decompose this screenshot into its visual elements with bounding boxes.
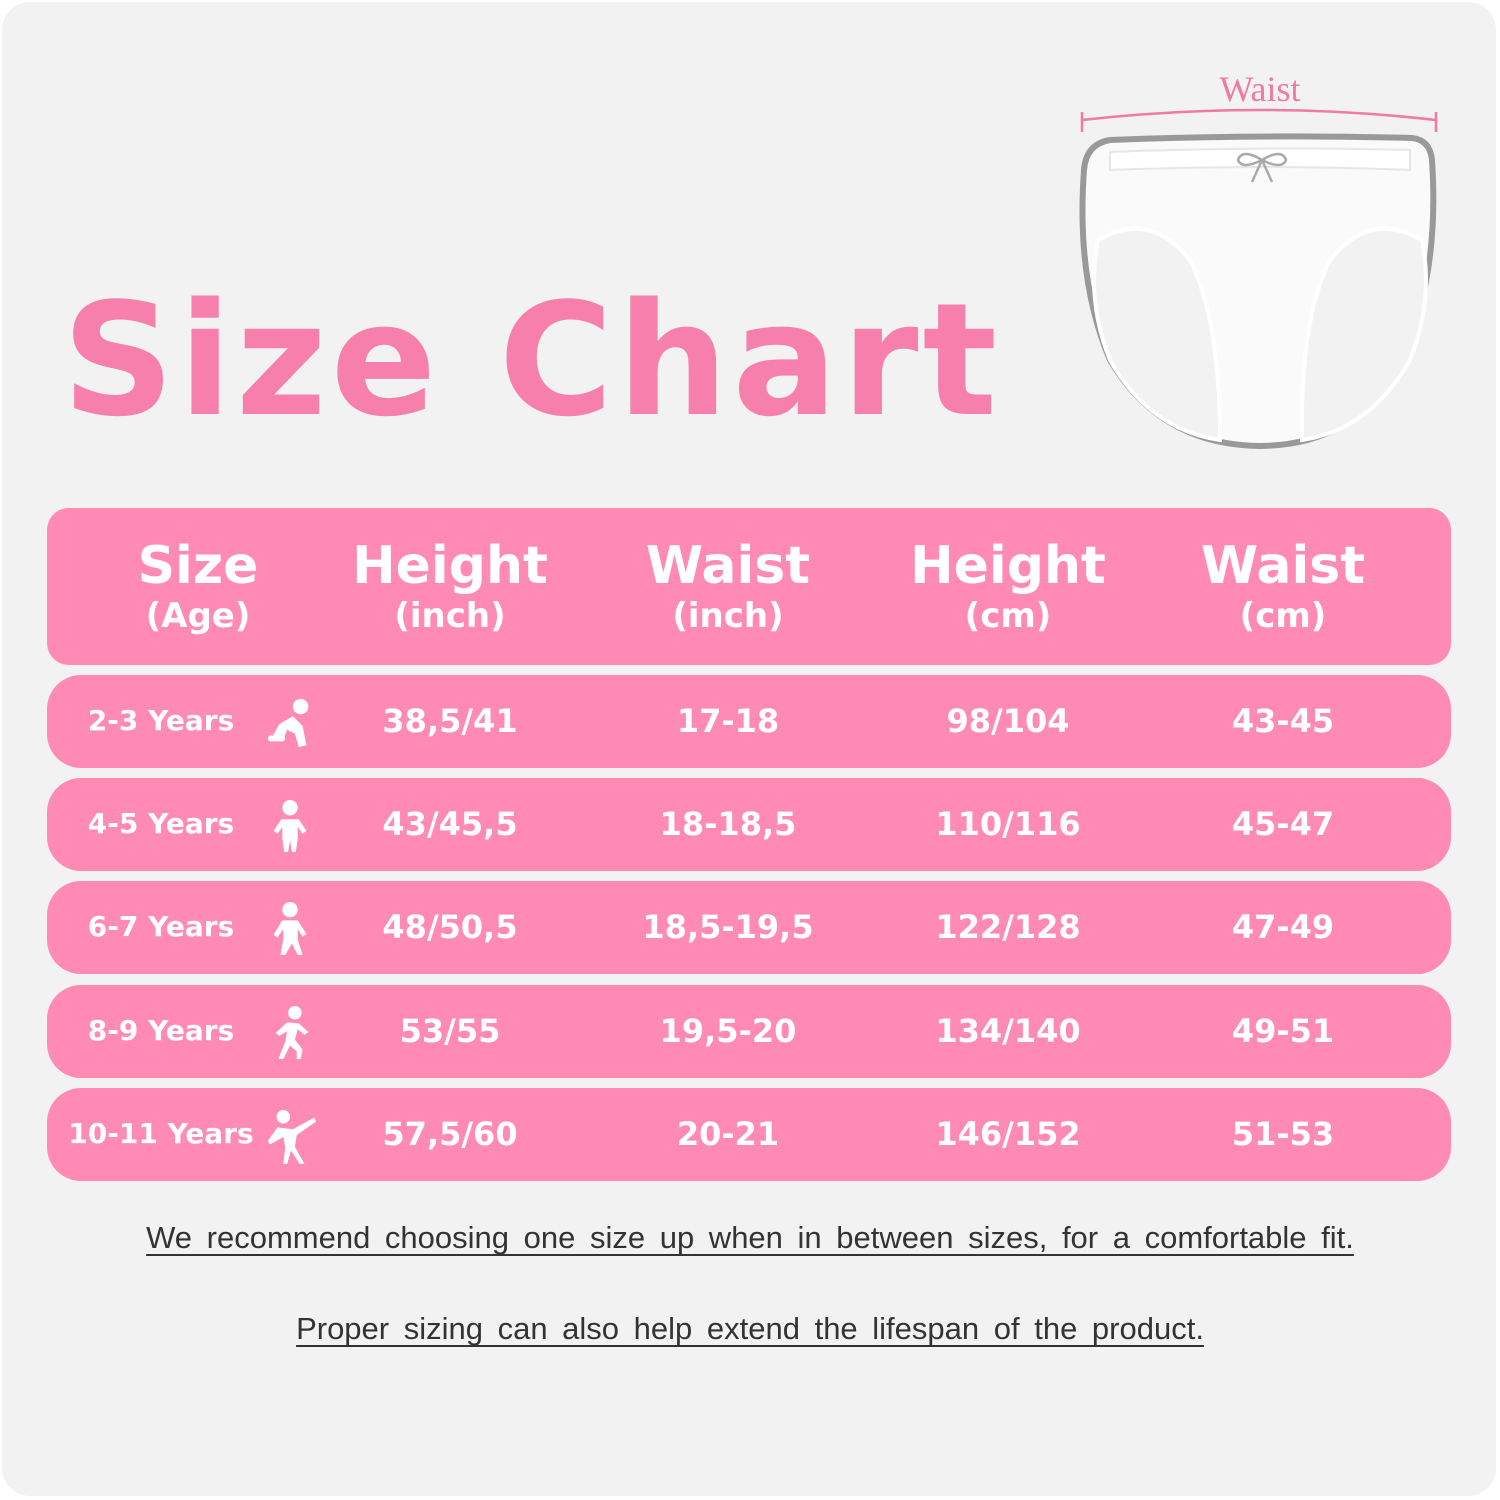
header-height-cm: Height (cm) [910,536,1106,636]
table-row: 10-11 Years 57,5/60 20-21 146/152 51-53 [47,1087,1451,1181]
size-age: 6-7 Years [87,910,235,944]
walking-child-icon [273,902,307,956]
cell-waist-in: 20-21 [676,1114,780,1153]
cell-height-in: 57,5/60 [382,1114,518,1153]
header-waist-inch: Waist (inch) [646,536,810,636]
lifespan-note: Proper sizing can also help extend the l… [0,1311,1500,1347]
header-main: Height [910,536,1106,596]
header-main: Waist [1200,536,1366,596]
cell-waist-in: 18,5-19,5 [642,908,814,947]
cell-waist-in: 19,5-20 [659,1011,797,1050]
table-row: 4-5 Years 43/45,5 18-18,5 110/116 45-47 [47,778,1451,872]
header-main: Height [352,536,548,596]
table-row: 6-7 Years 48/50,5 18,5-19,5 122/128 47-49 [47,881,1451,975]
table-row: 8-9 Years 53/55 19,5-20 134/140 49-51 [47,984,1451,1078]
cell-height-cm: 98/104 [946,702,1070,740]
header-sub: (cm) [964,596,1052,636]
header-waist-cm: Waist (cm) [1201,536,1365,636]
size-age: 8-9 Years [87,1013,235,1047]
cell-height-cm: 146/152 [935,1114,1081,1153]
cell-waist-cm: 51-53 [1231,1114,1335,1153]
size-age: 2-3 Years [87,704,235,737]
running-child-icon [275,1005,309,1059]
cell-waist-in: 18-18,5 [659,805,797,844]
cell-waist-in: 17-18 [676,702,780,740]
header-sub: (cm) [1239,596,1327,636]
header-sub: (inch) [672,596,784,636]
cell-height-cm: 122/128 [935,908,1081,947]
cell-height-cm: 110/116 [935,805,1081,844]
dancing-child-icon [267,1109,317,1164]
crawling-baby-icon [267,698,309,748]
header-main: Waist [645,536,811,596]
table-header: Size (Age) Height (inch) Waist (inch) Heigh… [47,508,1451,665]
header-sub: (Age) [145,596,251,636]
header-height-inch: Height (inch) [352,536,548,636]
recommendation-text: We recommend choosing one size up when i… [146,1220,1354,1255]
cell-waist-cm: 45-47 [1231,805,1335,844]
lifespan-text: Proper sizing can also help extend the l… [296,1311,1204,1346]
cell-waist-cm: 43-45 [1231,702,1335,740]
header-sub: (inch) [394,596,506,636]
cell-waist-cm: 49-51 [1231,1011,1335,1050]
header-main: Size [137,536,259,596]
cell-waist-cm: 47-49 [1231,908,1335,947]
page-title: Size Chart [62,269,1002,451]
table-row: 2-3 Years 38,5/41 17-18 98/104 43-45 [47,675,1451,768]
sizing-note: We recommend choosing one size up when i… [0,1220,1500,1256]
cell-height-in: 48/50,5 [382,908,518,947]
size-age: 4-5 Years [87,807,235,841]
cell-height-in: 38,5/41 [382,702,518,740]
waist-label: Waist [1219,69,1301,109]
cell-height-cm: 134/140 [935,1011,1081,1050]
cell-height-in: 43/45,5 [382,805,518,844]
waist-diagram: Waist [1070,60,1450,460]
standing-child-icon [273,800,307,853]
header-size: Size (Age) [138,536,259,636]
cell-height-in: 53/55 [399,1011,501,1050]
size-age: 10-11 Years [68,1116,254,1150]
briefs-illustration [1079,108,1438,450]
